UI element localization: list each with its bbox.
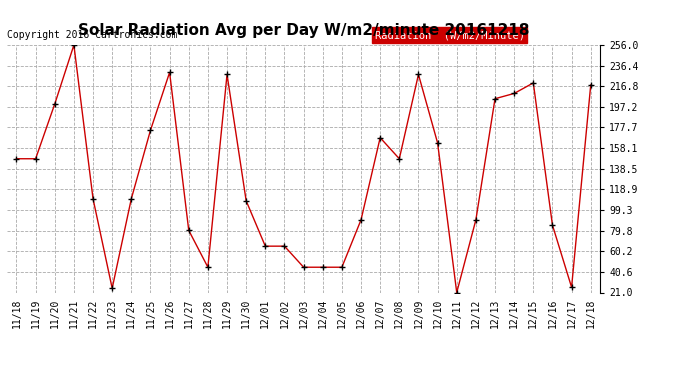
Text: Solar Radiation Avg per Day W/m2/minute 20161218: Solar Radiation Avg per Day W/m2/minute …: [78, 22, 529, 38]
Text: Copyright 2016 Cartronics.com: Copyright 2016 Cartronics.com: [8, 30, 178, 40]
Text: Radiation  (W/m2/Minute): Radiation (W/m2/Minute): [375, 30, 525, 40]
